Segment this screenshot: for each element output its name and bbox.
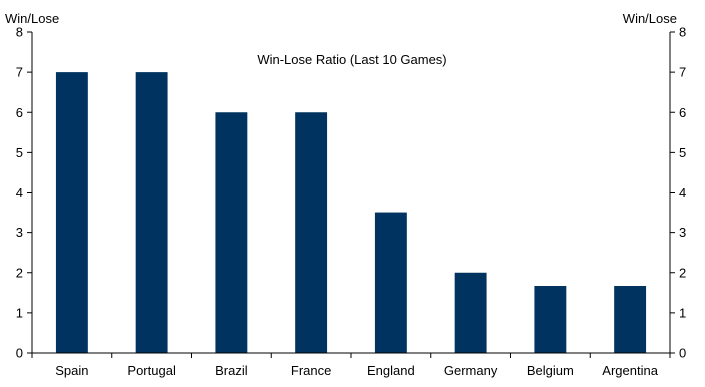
right-y-tick-label: 7 xyxy=(679,65,686,80)
left-y-tick-label: 2 xyxy=(16,265,23,280)
right-y-tick-label: 0 xyxy=(679,346,686,361)
x-tick-label: England xyxy=(367,363,415,378)
right-y-tick-label: 5 xyxy=(679,145,686,160)
left-axis-label: Win/Lose xyxy=(5,11,59,26)
left-y-tick-label: 7 xyxy=(16,65,23,80)
x-tick-label: Brazil xyxy=(215,363,248,378)
right-axis-label: Win/Lose xyxy=(623,11,677,26)
right-y-tick-label: 8 xyxy=(679,25,686,40)
right-y-tick-label: 6 xyxy=(679,105,686,120)
x-tick-label: Germany xyxy=(444,363,498,378)
right-y-tick-label: 3 xyxy=(679,225,686,240)
x-tick-label: Argentina xyxy=(602,363,658,378)
left-y-tick-label: 4 xyxy=(16,185,23,200)
right-y-tick-label: 1 xyxy=(679,305,686,320)
bar xyxy=(135,72,168,353)
bar xyxy=(295,112,328,353)
bar xyxy=(614,285,647,353)
right-y-tick-label: 2 xyxy=(679,265,686,280)
left-y-tick-label: 8 xyxy=(16,25,23,40)
bar xyxy=(55,72,88,353)
bar xyxy=(534,285,567,353)
left-y-tick-label: 6 xyxy=(16,105,23,120)
x-tick-label: Portugal xyxy=(127,363,176,378)
x-tick-label: Belgium xyxy=(527,363,574,378)
bar xyxy=(374,212,407,353)
chart-title: Win-Lose Ratio (Last 10 Games) xyxy=(257,52,446,67)
bar xyxy=(215,112,248,353)
right-y-tick-label: 4 xyxy=(679,185,686,200)
left-y-tick-label: 0 xyxy=(16,346,23,361)
left-y-tick-label: 5 xyxy=(16,145,23,160)
x-tick-label: France xyxy=(291,363,331,378)
left-y-tick-label: 1 xyxy=(16,305,23,320)
bar xyxy=(454,272,487,353)
x-tick-label: Spain xyxy=(55,363,88,378)
left-y-tick-label: 3 xyxy=(16,225,23,240)
